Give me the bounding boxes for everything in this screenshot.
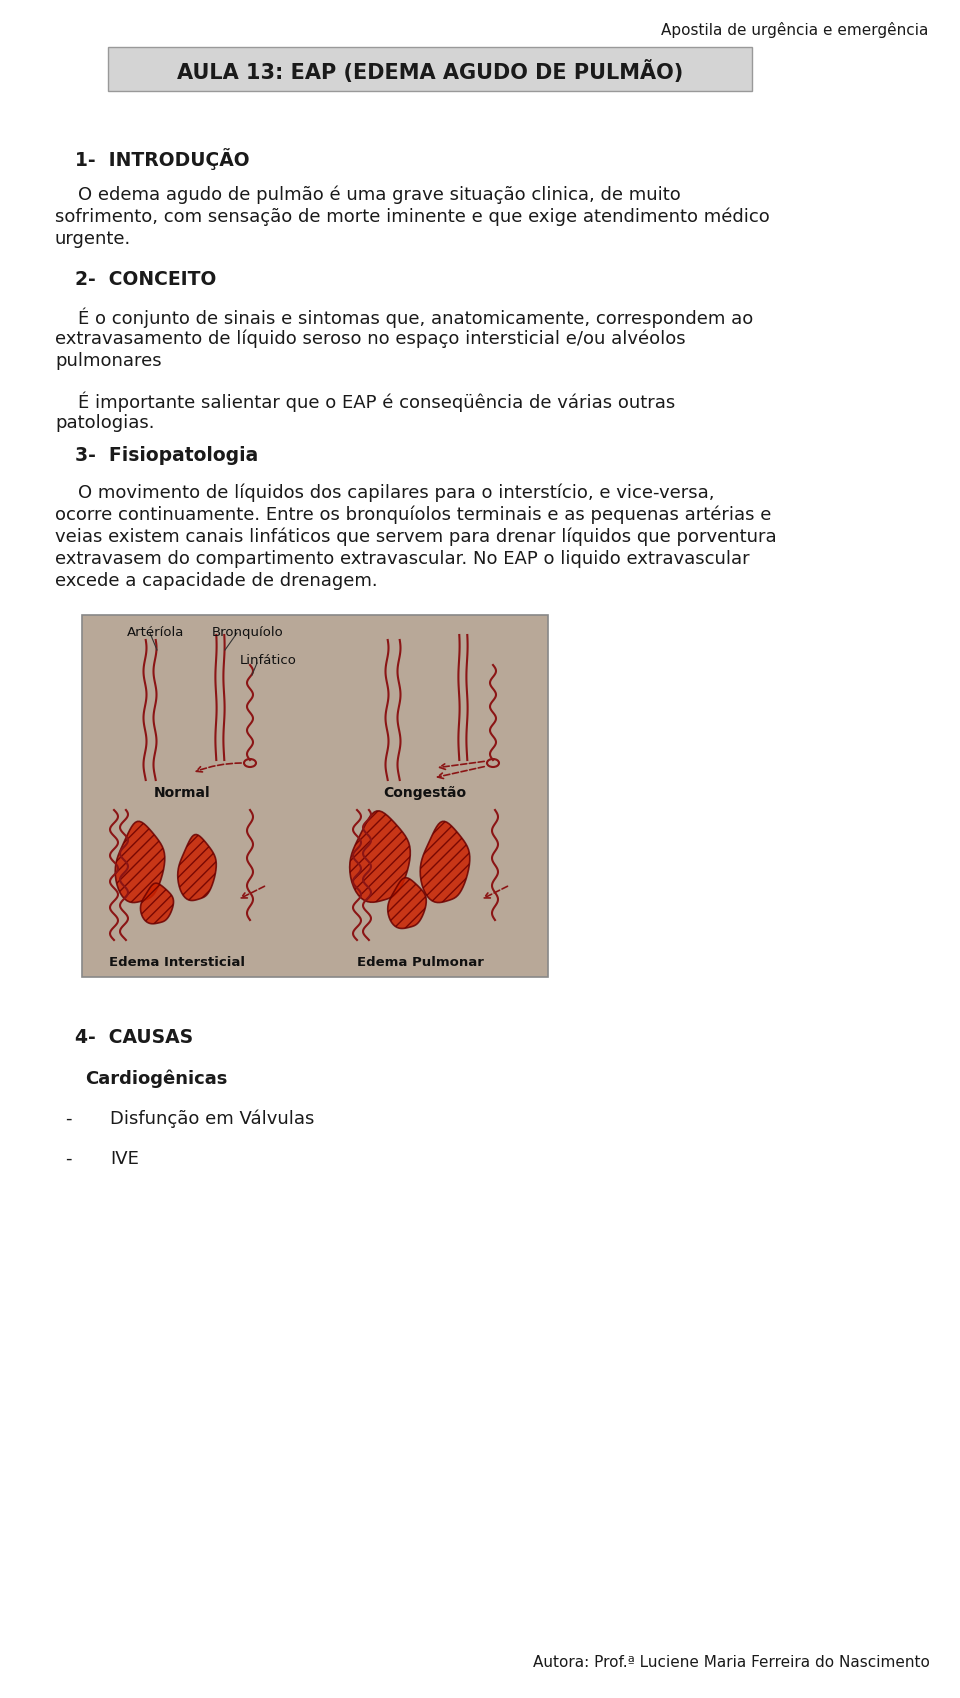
Polygon shape — [115, 822, 165, 903]
Text: O movimento de líquidos dos capilares para o interstício, e vice-versa,: O movimento de líquidos dos capilares pa… — [55, 484, 714, 503]
Text: veias existem canais linfáticos que servem para drenar líquidos que porventura: veias existem canais linfáticos que serv… — [55, 528, 777, 547]
Text: Cardiogênicas: Cardiogênicas — [85, 1070, 228, 1088]
Text: Autora: Prof.ª Luciene Maria Ferreira do Nascimento: Autora: Prof.ª Luciene Maria Ferreira do… — [533, 1654, 930, 1669]
Text: pulmonares: pulmonares — [55, 351, 161, 370]
Text: ocorre continuamente. Entre os bronquíolos terminais e as pequenas artérias e: ocorre continuamente. Entre os bronquíol… — [55, 506, 772, 525]
Text: Edema Intersticial: Edema Intersticial — [109, 956, 245, 968]
Text: AULA 13: EAP (EDEMA AGUDO DE PULMÃO): AULA 13: EAP (EDEMA AGUDO DE PULMÃO) — [177, 59, 684, 83]
Polygon shape — [140, 883, 174, 924]
Text: O edema agudo de pulmão é uma grave situação clinica, de muito: O edema agudo de pulmão é uma grave situ… — [55, 185, 681, 204]
Text: 3-  Fisiopatologia: 3- Fisiopatologia — [75, 447, 258, 465]
FancyBboxPatch shape — [108, 48, 752, 92]
Bar — [82, 616, 548, 978]
Text: Congestão: Congestão — [383, 786, 467, 800]
Text: urgente.: urgente. — [55, 229, 132, 248]
Text: extravasamento de líquido seroso no espaço intersticial e/ou alvéolos: extravasamento de líquido seroso no espa… — [55, 329, 685, 348]
Text: 4-  CAUSAS: 4- CAUSAS — [75, 1027, 193, 1046]
Text: excede a capacidade de drenagem.: excede a capacidade de drenagem. — [55, 572, 377, 589]
Polygon shape — [388, 878, 426, 929]
Polygon shape — [420, 822, 469, 903]
Text: -: - — [65, 1150, 71, 1167]
Text: Apostila de urgência e emergência: Apostila de urgência e emergência — [660, 22, 928, 37]
Polygon shape — [178, 835, 216, 902]
Polygon shape — [349, 812, 410, 903]
Text: É importante salientar que o EAP é conseqüência de várias outras: É importante salientar que o EAP é conse… — [55, 392, 675, 413]
Text: Disfunção em Válvulas: Disfunção em Válvulas — [110, 1109, 314, 1127]
Text: Artéríola: Artéríola — [127, 625, 184, 638]
Text: Bronquíolo: Bronquíolo — [212, 625, 284, 638]
Text: 2-  CONCEITO: 2- CONCEITO — [75, 270, 216, 289]
Text: Normal: Normal — [154, 786, 210, 800]
Text: É o conjunto de sinais e sintomas que, anatomicamente, correspondem ao: É o conjunto de sinais e sintomas que, a… — [55, 307, 754, 328]
Text: extravasem do compartimento extravascular. No EAP o liquido extravascular: extravasem do compartimento extravascula… — [55, 550, 750, 567]
Text: Edema Pulmonar: Edema Pulmonar — [356, 956, 484, 968]
Text: sofrimento, com sensação de morte iminente e que exige atendimento médico: sofrimento, com sensação de morte iminen… — [55, 207, 770, 226]
Text: -: - — [65, 1109, 71, 1127]
Text: IVE: IVE — [110, 1150, 139, 1167]
Text: patologias.: patologias. — [55, 414, 155, 431]
Text: Linfático: Linfático — [240, 654, 297, 667]
Text: 1-  INTRODUÇÃO: 1- INTRODUÇÃO — [75, 148, 250, 170]
